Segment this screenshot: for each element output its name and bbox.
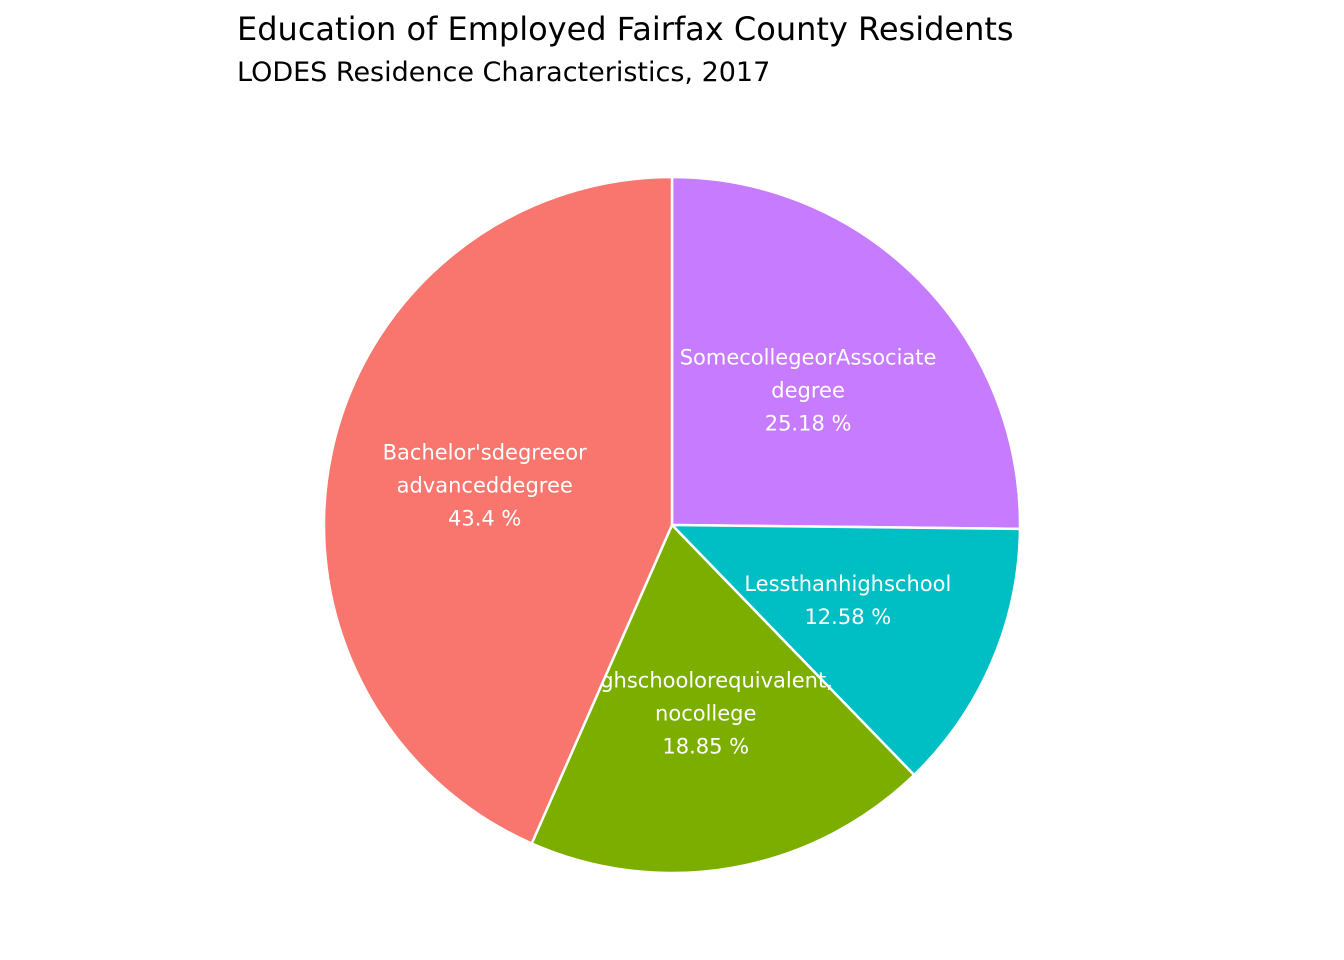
chart-subtitle: LODES Residence Characteristics, 2017: [237, 57, 771, 88]
slice-label-line: nocollege: [655, 701, 756, 725]
slice-label-line: Lessthanhighschool: [744, 572, 951, 596]
pie-slice-some-college: [670, 175, 1022, 531]
pie-slice-bachelors: [322, 175, 674, 846]
slice-label-some-college: SomecollegeorAssociate degree 25.18 %: [680, 345, 937, 435]
slice-label-line: degree: [771, 378, 845, 402]
slice-label-high-school: Highschoolorequivalent, nocollege 18.85 %: [579, 668, 833, 758]
slice-label-less-than-hs: Lessthanhighschool 12.58 %: [744, 572, 951, 629]
slice-percent: 18.85 %: [662, 734, 749, 758]
chart-title: Education of Employed Fairfax County Res…: [237, 10, 1014, 48]
slice-percent: 43.4 %: [448, 507, 521, 531]
slice-percent: 25.18 %: [765, 411, 852, 435]
pie-slice-high-school: [530, 522, 916, 875]
slice-label-bachelors: Bachelor'sdegreeor advanceddegree 43.4 %: [383, 441, 588, 531]
slice-label-line: Bachelor'sdegreeor: [383, 441, 588, 465]
pie-slice-less-than-hs: [669, 523, 1022, 777]
slice-label-line: Highschoolorequivalent,: [579, 668, 833, 692]
slice-label-line: advanceddegree: [397, 474, 573, 498]
slice-percent: 12.58 %: [804, 605, 891, 629]
slice-label-line: SomecollegeorAssociate: [680, 345, 937, 369]
